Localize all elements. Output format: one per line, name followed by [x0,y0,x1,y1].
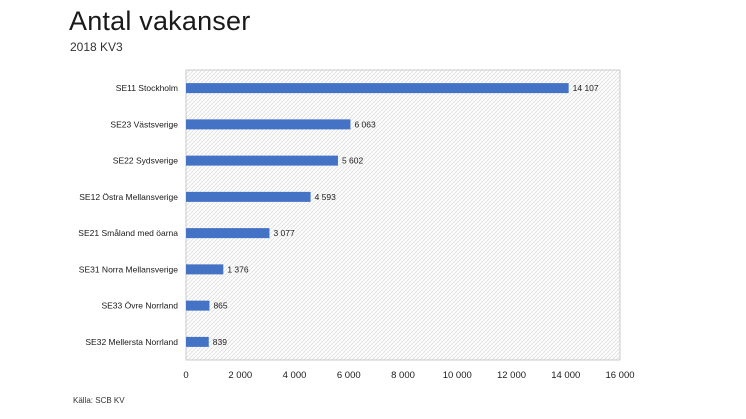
x-tick-label: 2 000 [228,370,252,381]
x-tick-label: 12 000 [497,370,526,381]
bar-5 [186,264,224,275]
data-label: 14 107 [573,83,599,93]
category-label: SE33 Övre Norrland [101,301,178,311]
category-label: SE23 Västsverige [110,119,178,129]
bar-6 [186,300,210,311]
x-tick-label: 8 000 [391,370,415,381]
category-label: SE12 Östra Mellansverige [79,192,178,202]
bar-4 [186,228,270,239]
category-label: SE32 Mellersta Norrland [85,337,178,347]
x-tick-label: 0 [183,370,188,381]
data-label: 865 [213,301,227,311]
x-tick-label: 16 000 [605,370,634,381]
data-label: 839 [213,337,227,347]
data-label: 3 077 [273,228,295,238]
bar-3 [186,191,311,202]
bar-2 [186,155,338,166]
bar-1 [186,119,351,130]
category-label: SE11 Stockholm [116,83,178,93]
category-label: SE22 Sydsverige [113,156,178,166]
data-label: 4 593 [315,192,337,202]
chart-subtitle: 2018 KV3 [70,40,123,54]
chart-title: Antal vakanser [69,6,251,36]
data-label: 6 063 [354,119,376,129]
plot-area [185,69,621,361]
x-tick-label: 14 000 [551,370,580,381]
bar-7 [186,336,209,347]
x-tick-label: 6 000 [337,370,361,381]
data-label: 1 376 [227,264,249,274]
category-label: SE31 Norra Mellansverige [79,264,178,274]
category-label: SE21 Småland med öarna [78,228,178,238]
x-tick-label: 10 000 [443,370,472,381]
data-label: 5 602 [342,156,364,166]
source-note: Källa: SCB KV [73,396,125,405]
bar-0 [186,83,569,94]
x-tick-label: 4 000 [283,370,307,381]
